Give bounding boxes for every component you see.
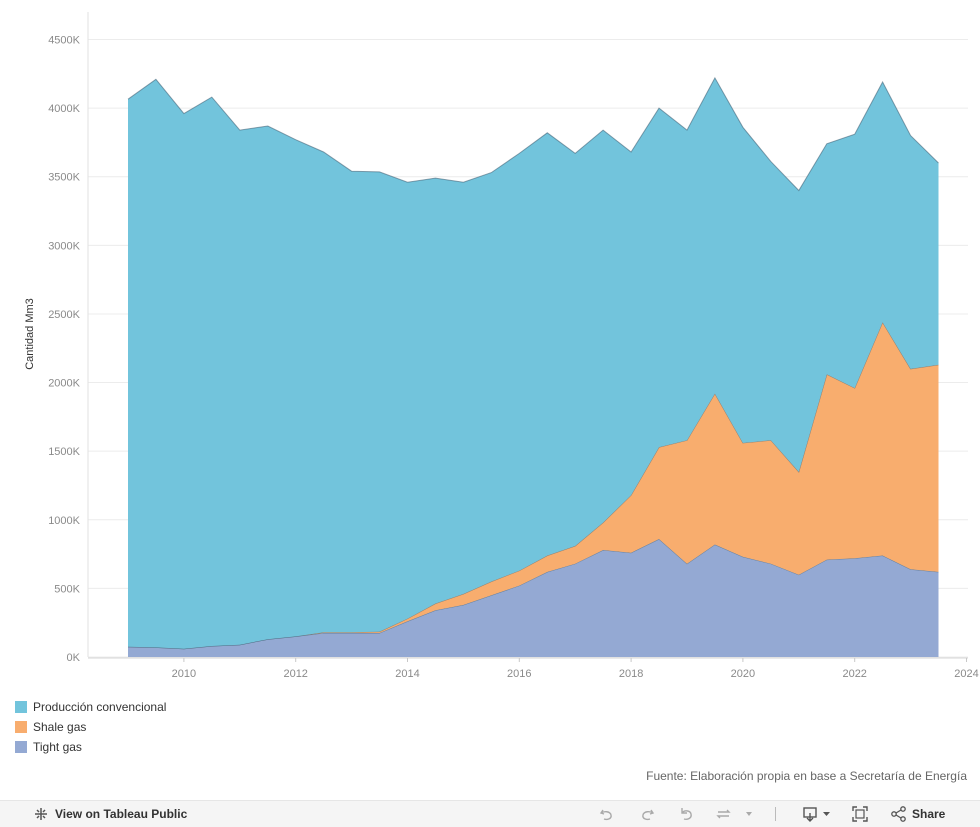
legend-item-convencional[interactable]: Producción convencional xyxy=(15,697,166,717)
x-tick-label: 2010 xyxy=(172,668,196,680)
revert-button[interactable] xyxy=(678,805,696,823)
x-tick-label: 2016 xyxy=(507,668,531,680)
tableau-logo-icon xyxy=(35,808,47,820)
area-series xyxy=(127,76,939,657)
legend: Producción convencional Shale gas Tight … xyxy=(15,697,166,757)
redo-button[interactable] xyxy=(638,805,656,823)
y-tick-label: 4500K xyxy=(48,35,80,47)
area-shale-gas[interactable] xyxy=(128,322,939,649)
legend-label: Tight gas xyxy=(33,740,82,754)
share-icon xyxy=(891,806,906,822)
y-tick-label: 0K xyxy=(67,652,81,664)
area-tight-gas[interactable] xyxy=(128,539,939,657)
legend-item-tight[interactable]: Tight gas xyxy=(15,737,166,757)
y-tick-label: 2500K xyxy=(48,309,80,321)
y-tick-label: 2000K xyxy=(48,378,80,390)
fullscreen-icon xyxy=(852,806,868,822)
area-producci-n-convencional[interactable] xyxy=(128,77,939,649)
y-tick-label: 3000K xyxy=(48,240,80,252)
share-label: Share xyxy=(912,807,946,821)
share-button[interactable]: Share xyxy=(890,805,945,823)
x-tick-label: 2018 xyxy=(619,668,643,680)
legend-swatch xyxy=(15,741,27,753)
y-tick-label: 1500K xyxy=(48,446,80,458)
area-edge-line xyxy=(127,76,939,192)
x-tick-label: 2022 xyxy=(842,668,866,680)
chart: 0K 500K 1000K 1500K 2000K 2500K 3000K 3500K 4000… xyxy=(24,12,979,680)
y-tick-label: 4000K xyxy=(48,103,80,115)
x-tick-label: 2012 xyxy=(283,668,307,680)
view-on-tableau-label: View on Tableau Public xyxy=(55,807,188,821)
download-icon xyxy=(803,807,830,822)
source-note: Fuente: Elaboración propia en base a Sec… xyxy=(646,769,967,783)
y-tick-label: 3500K xyxy=(48,172,80,184)
legend-swatch xyxy=(15,701,27,713)
download-button[interactable] xyxy=(802,805,832,823)
legend-label: Producción convencional xyxy=(33,700,167,714)
y-axis: 0K 500K 1000K 1500K 2000K 2500K 3000K 3500K 4000… xyxy=(48,35,80,664)
y-axis-title: Cantidad Mm3 xyxy=(24,298,36,370)
fullscreen-button[interactable] xyxy=(851,805,869,823)
refresh-button[interactable] xyxy=(715,805,755,823)
legend-label: Shale gas xyxy=(33,720,87,734)
undo-icon xyxy=(599,809,612,821)
y-tick-label: 500K xyxy=(54,583,80,595)
tableau-toolbar: View on Tableau Public xyxy=(0,800,980,827)
revert-icon xyxy=(681,808,692,820)
y-tick-label: 1000K xyxy=(48,515,80,527)
undo-button[interactable] xyxy=(598,805,616,823)
x-tick-label: 2024 xyxy=(954,668,978,680)
redo-icon xyxy=(642,809,655,821)
refresh-icon xyxy=(716,809,752,819)
x-tick-label: 2014 xyxy=(395,668,419,680)
toolbar-separator xyxy=(775,807,776,821)
x-axis: 2010 2012 2014 2016 2018 2020 2022 2024 xyxy=(172,658,979,680)
x-tick-label: 2020 xyxy=(731,668,755,680)
view-on-tableau-button[interactable]: View on Tableau Public xyxy=(33,806,187,822)
legend-item-shale[interactable]: Shale gas xyxy=(15,717,166,737)
legend-swatch xyxy=(15,721,27,733)
